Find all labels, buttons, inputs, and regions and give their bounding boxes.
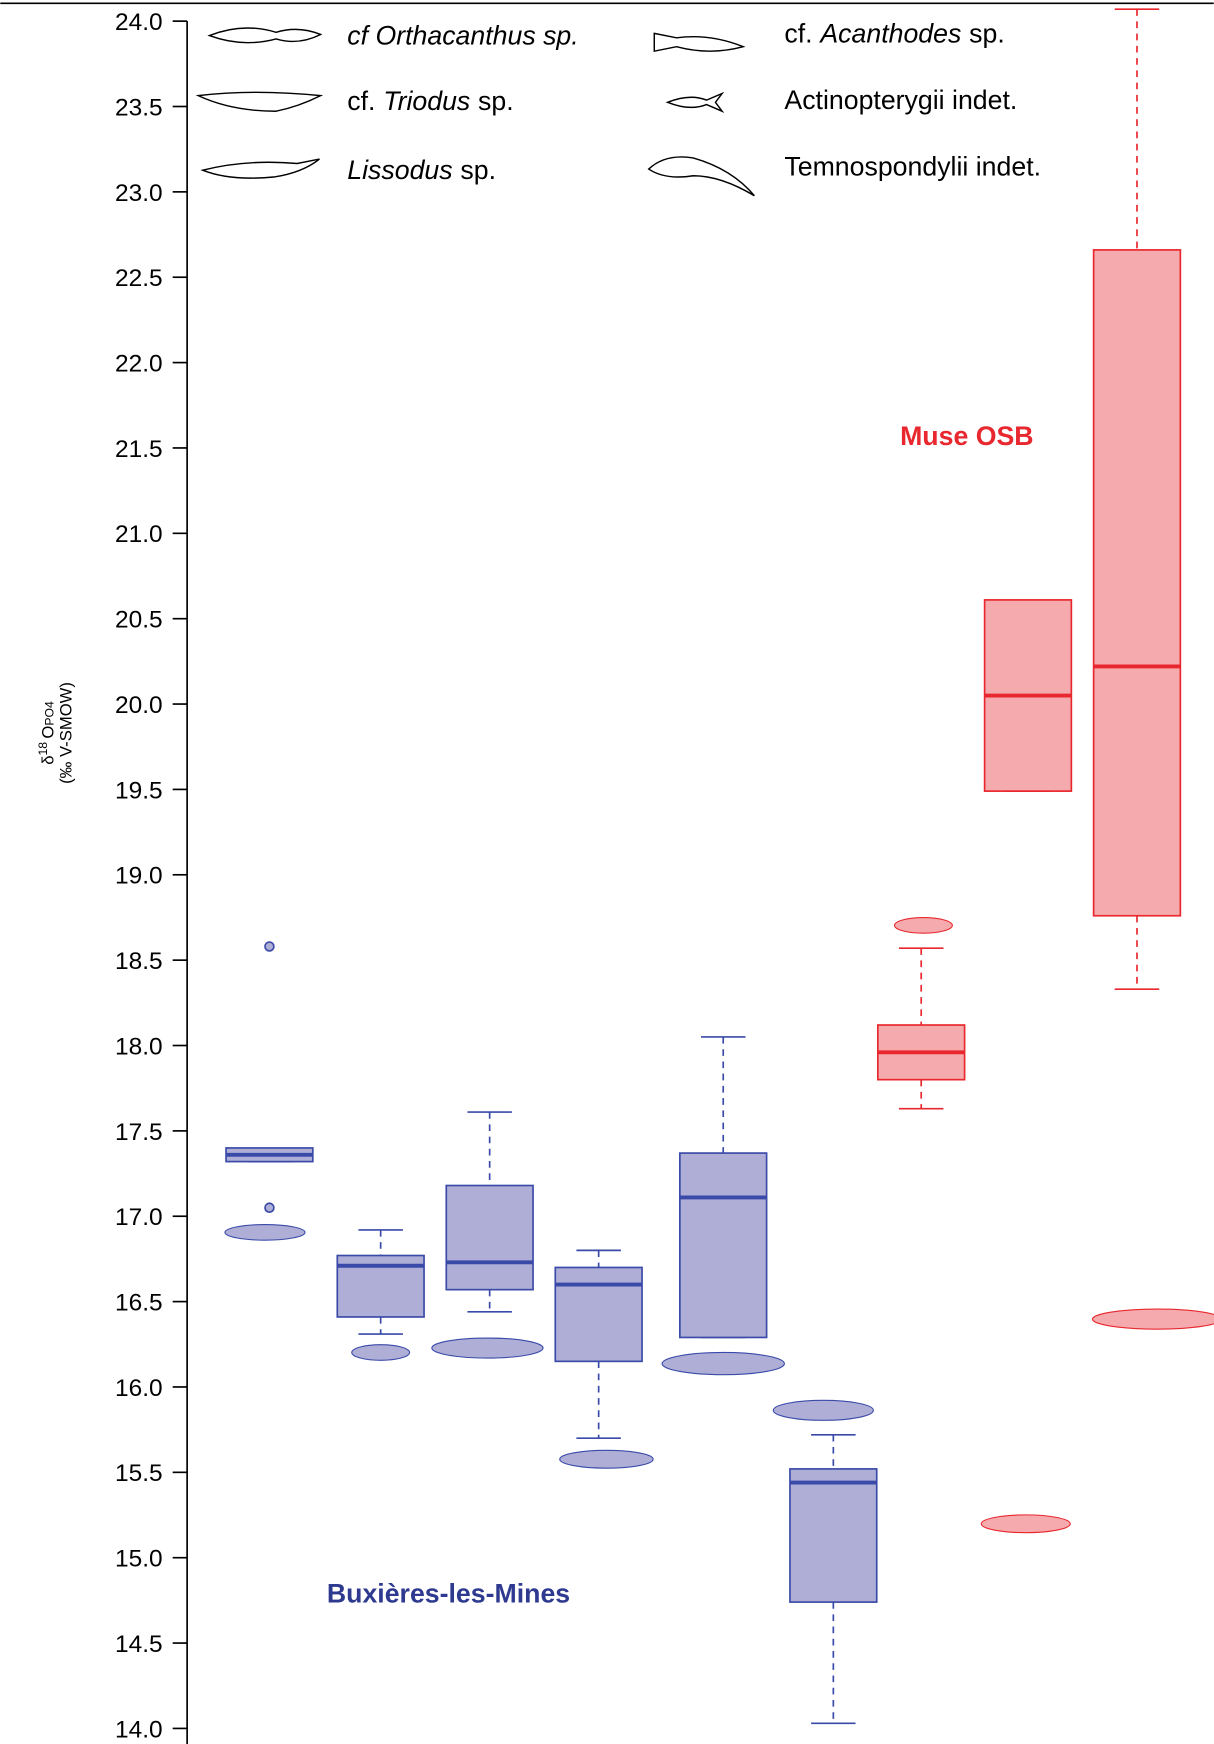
legend-entry: cf Orthacanthus sp. [347, 20, 578, 50]
box-plot [1092, 8, 1182, 991]
annotation: Muse OSB [900, 421, 1033, 451]
box [789, 1468, 878, 1603]
box [679, 1152, 768, 1339]
fish-silhouette [431, 1337, 544, 1359]
y-tick-label: 18.0 [115, 1033, 163, 1060]
y-axis-label-unit: (‰ V-SMOW) [56, 682, 75, 784]
legend-text: Triodus [383, 86, 470, 116]
y-tick-label: 17.0 [115, 1204, 163, 1231]
y-tick-label: 16.0 [115, 1375, 163, 1402]
y-tick-label: 21.0 [115, 521, 163, 548]
y-tick-label: 15.5 [115, 1460, 163, 1487]
legend-text: Acanthodes [818, 18, 961, 48]
legend-text: cf. [784, 18, 812, 48]
legend-text: cf. [347, 86, 375, 116]
box-plot [789, 1433, 878, 1725]
y-tick-label: 16.5 [115, 1290, 163, 1317]
annotation: Buxières-les-Mines [327, 1579, 570, 1609]
icon [665, 91, 725, 113]
y-tick-label: 23.5 [115, 94, 163, 121]
legend-text: cf Orthacanthus sp. [347, 20, 578, 50]
box-plot [876, 947, 966, 1110]
y-tick-label: 14.5 [115, 1631, 163, 1658]
label-part: PO4 [43, 701, 57, 726]
y-tick-label: 19.0 [115, 863, 163, 890]
fish-silhouette [661, 1351, 785, 1376]
label-part: 18 [36, 742, 50, 756]
icon [200, 158, 320, 179]
outlier [264, 1202, 275, 1213]
legend-text: Lissodus [347, 155, 452, 185]
box-plot [336, 1229, 425, 1335]
icon [653, 32, 746, 53]
legend-text: sp. [478, 86, 514, 116]
y-tick-label: 22.0 [115, 350, 163, 377]
y-axis-label: δ18 OPO4 [36, 701, 58, 765]
box [445, 1184, 534, 1291]
box-plot [225, 941, 314, 1213]
y-tick-label: 21.5 [115, 436, 163, 463]
fish-silhouette [224, 1224, 306, 1241]
y-tick-label: 19.5 [115, 777, 163, 804]
legend-entry: cf. Acanthodes sp. [784, 18, 1004, 48]
legend-text: sp. [460, 155, 496, 185]
fish-silhouette [351, 1344, 411, 1361]
outlier [264, 941, 275, 952]
legend-icons [195, 27, 755, 197]
y-tick-label: 14.0 [115, 1716, 163, 1743]
y-tick-label: 23.0 [115, 180, 163, 207]
y-tick-label: 17.5 [115, 1119, 163, 1146]
box-plot [445, 1111, 534, 1313]
fish-silhouette [893, 917, 953, 934]
fish-silhouette [980, 1514, 1071, 1534]
fish-silhouette [1091, 1308, 1214, 1330]
box-plot [983, 599, 1073, 792]
y-tick-label: 24.0 [115, 9, 163, 36]
box-plot [679, 1036, 768, 1339]
legend-text: Actinopterygii indet. [784, 85, 1017, 115]
y-tick-label: 22.5 [115, 265, 163, 292]
fish-silhouette [559, 1449, 654, 1469]
box-plot [554, 1249, 643, 1440]
label-part: δ [39, 756, 58, 765]
y-tick-label: 15.0 [115, 1546, 163, 1573]
icon [647, 156, 755, 197]
icon [207, 27, 323, 44]
legend-entry: cf. Triodus sp. [347, 86, 513, 116]
legend-entry: Actinopterygii indet. [784, 85, 1017, 115]
legend-text: sp. [969, 18, 1005, 48]
label-part: O [39, 726, 58, 739]
legend-entry: Temnospondylii indet. [784, 152, 1041, 182]
legend-text: Temnospondylii indet. [784, 152, 1041, 182]
box [1092, 249, 1182, 917]
icon [195, 91, 324, 112]
y-tick-label: 18.5 [115, 948, 163, 975]
y-tick-label: 20.5 [115, 607, 163, 634]
legend-entry: Lissodus sp. [347, 155, 496, 185]
y-tick-label: 20.0 [115, 692, 163, 719]
box [554, 1266, 643, 1363]
fish-silhouette [772, 1399, 874, 1421]
